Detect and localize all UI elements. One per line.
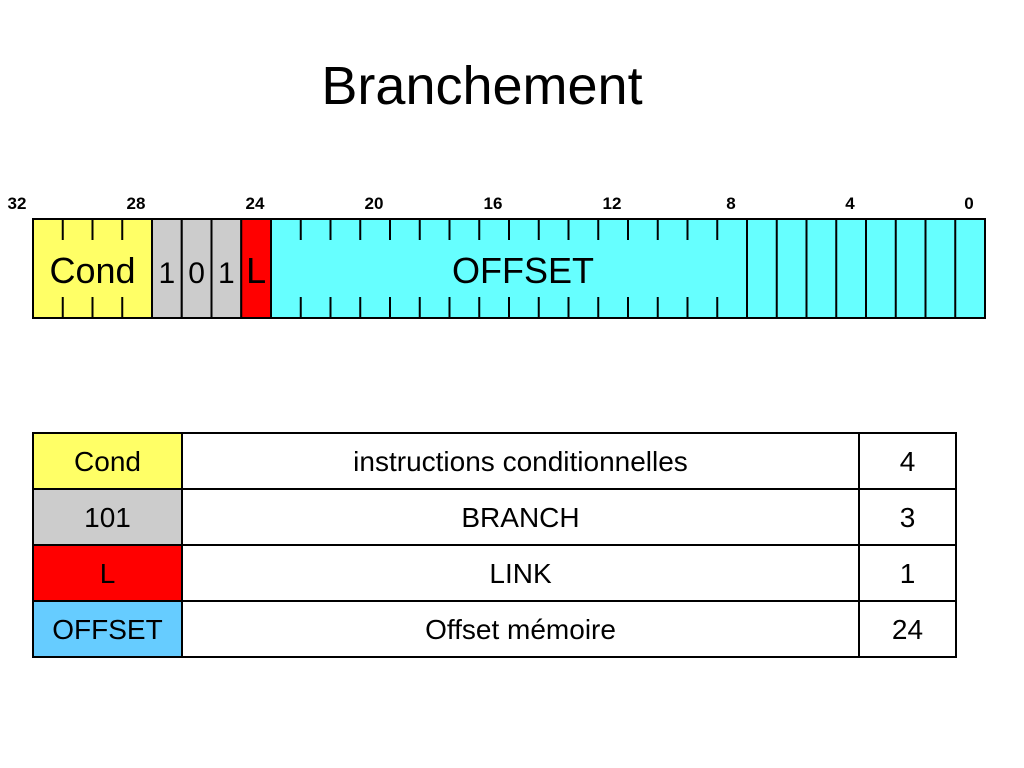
table-description: BRANCH [461, 502, 579, 533]
field-label-bit27: 1 [159, 257, 176, 290]
table-field-name: OFFSET [52, 614, 162, 645]
table-bit-count: 1 [900, 558, 916, 589]
table-bit-count: 24 [892, 614, 923, 645]
bit-position-label: 16 [484, 194, 503, 213]
table-description: LINK [489, 558, 552, 589]
table-description: Offset mémoire [425, 614, 616, 645]
table-field-name: Cond [74, 446, 141, 477]
bit-position-label: 4 [845, 194, 855, 213]
field-bit27 [151, 218, 183, 319]
table-cell-field [32, 600, 183, 658]
table-cell-bits [858, 600, 957, 658]
field-label-bit25: 1 [218, 257, 235, 290]
field-label-bit26: 0 [188, 257, 205, 290]
table-field-name: 101 [84, 502, 131, 533]
bit-position-label: 0 [964, 194, 973, 213]
table-bit-count: 3 [900, 502, 916, 533]
table-bit-count: 4 [900, 446, 916, 477]
table-cell-field [32, 488, 183, 546]
bit-position-label: 32 [8, 194, 27, 213]
slide-title: Branchement [321, 56, 643, 116]
bit-position-label: 12 [603, 194, 622, 213]
table-cell-field [32, 432, 183, 490]
table-cell-description [181, 600, 860, 658]
bit-position-label: 24 [246, 194, 265, 213]
table-description: instructions conditionnelles [353, 446, 688, 477]
table-cell-description [181, 488, 860, 546]
field-label-cond: Cond [49, 250, 135, 291]
table-field-name: L [100, 558, 116, 589]
table-cell-bits [858, 488, 957, 546]
bit-position-label: 8 [726, 194, 735, 213]
field-label-l: L [246, 250, 266, 291]
bit-position-label: 28 [127, 194, 146, 213]
bit-position-label: 20 [365, 194, 384, 213]
table-cell-bits [858, 432, 957, 490]
field-label-offset: OFFSET [452, 250, 594, 291]
